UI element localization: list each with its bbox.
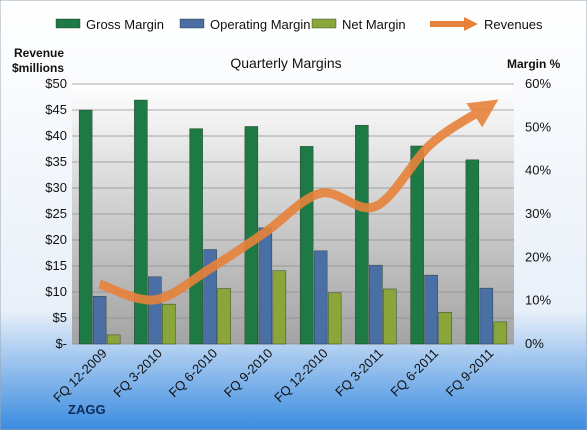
left-tick-label: $50 (45, 76, 67, 91)
bar-gross-margin (189, 128, 203, 345)
chart-title: Quarterly Margins (230, 55, 341, 71)
right-tick-label: 0% (525, 336, 544, 351)
bar-operating-margin (313, 250, 328, 345)
right-tick-label: 50% (525, 119, 551, 134)
bar-gross-margin (355, 124, 369, 345)
legend: Gross Margin Operating Margin Net Margin Re… (55, 17, 543, 32)
right-tick-label: 30% (525, 206, 551, 221)
left-tick-label: $10 (45, 284, 67, 299)
bar-net-margin (383, 288, 397, 345)
legend-label: Operating Margin (210, 17, 310, 32)
bar-gross-margin (78, 109, 93, 345)
bar-operating-margin (148, 276, 162, 345)
legend-label: Revenues (484, 17, 543, 32)
brand-label: ZAGG (68, 402, 106, 417)
left-tick-label: $45 (45, 102, 67, 117)
bar-operating-margin (479, 287, 494, 345)
right-axis-ticks: 0% 10% 20% 30% 40% 50% 60% (525, 76, 551, 351)
legend-swatch-net-margin (311, 18, 337, 29)
legend-arrow-icon (464, 17, 478, 31)
left-axis-title-line2: $millions (12, 61, 64, 75)
left-tick-label: $15 (45, 258, 67, 273)
right-tick-label: 20% (525, 249, 551, 264)
bar-operating-margin (369, 264, 383, 345)
bar-net-margin (106, 334, 121, 345)
left-tick-label: $35 (45, 154, 67, 169)
line-series (98, 99, 499, 305)
bar-net-margin (438, 312, 452, 345)
left-axis-ticks: $- $5 $10 $15 $20 $25 $30 $35 $40 $45 $50 (45, 76, 67, 351)
legend-swatch-operating-margin (179, 18, 205, 29)
bar-operating-margin (92, 296, 107, 345)
bar-operating-margin (424, 274, 438, 345)
bar-net-margin (217, 288, 231, 345)
legend-swatch-gross-margin (55, 18, 81, 29)
bar-net-margin (327, 292, 342, 345)
left-tick-label: $5 (53, 310, 67, 325)
bar-net-margin (272, 270, 287, 345)
left-tick-label: $30 (45, 180, 67, 195)
bar-net-margin (493, 321, 508, 345)
legend-label: Net Margin (342, 17, 406, 32)
line-revenues (98, 99, 499, 305)
bar-gross-margin (299, 146, 314, 345)
left-axis-title-line1: Revenue (14, 46, 64, 60)
left-tick-label: $20 (45, 232, 67, 247)
bar-gross-margin (410, 145, 424, 345)
left-tick-label: $- (55, 336, 67, 351)
left-tick-label: $25 (45, 206, 67, 221)
bar-net-margin (162, 303, 176, 345)
right-tick-label: 10% (525, 293, 551, 308)
bar-gross-margin (134, 99, 148, 345)
right-axis-title: Margin % (507, 57, 561, 71)
right-tick-label: 60% (525, 76, 551, 91)
right-tick-label: 40% (525, 163, 551, 178)
legend-label: Gross Margin (86, 17, 164, 32)
bar-gross-margin (465, 159, 480, 345)
bar-series (78, 99, 508, 345)
left-tick-label: $40 (45, 128, 67, 143)
bar-operating-margin (258, 227, 273, 345)
